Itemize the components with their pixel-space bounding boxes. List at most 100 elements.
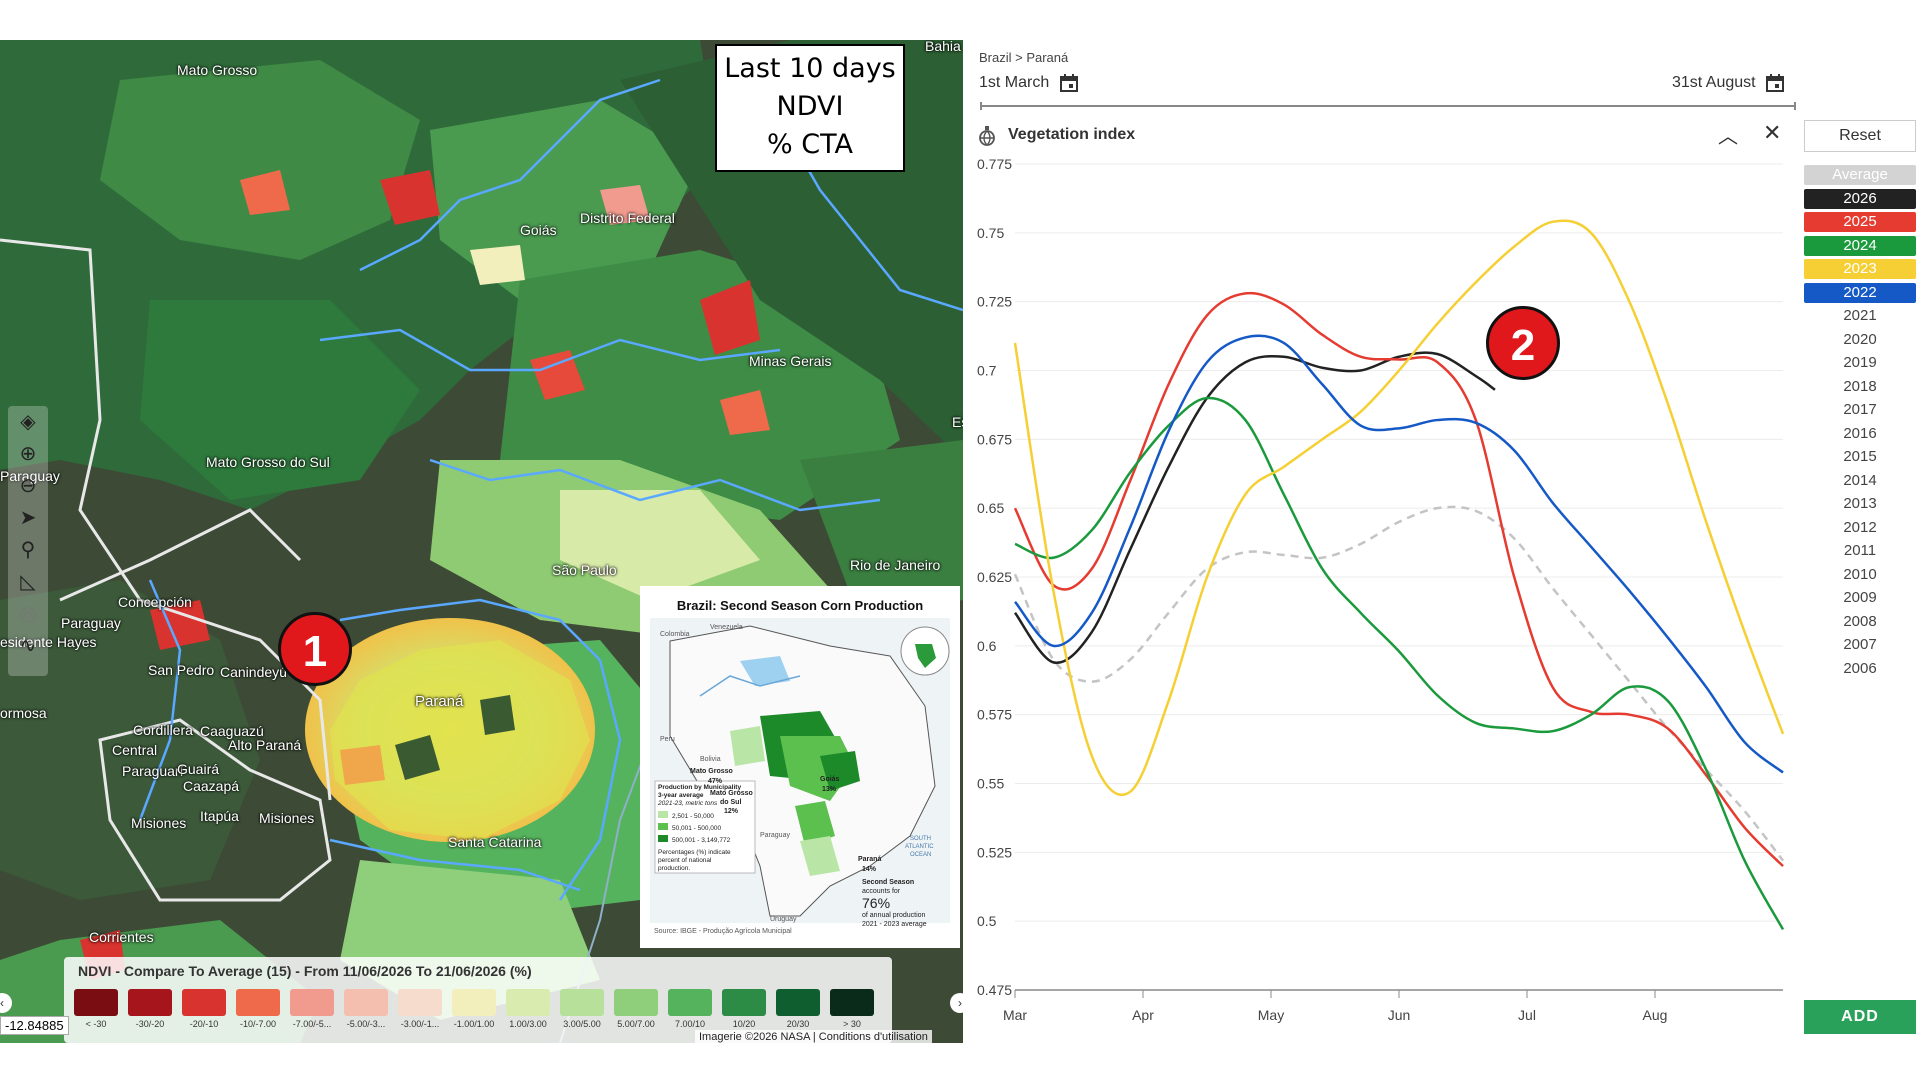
legend-swatch[interactable]: [128, 989, 172, 1016]
vegetation-chart[interactable]: 0.775 0.75 0.725 0.7 0.675 0.65 0.625 0.6 0.575 0…: [963, 140, 1793, 1040]
legend-swatch[interactable]: [668, 989, 712, 1016]
search-icon[interactable]: ⚲: [20, 539, 36, 561]
x-tick-label: Aug: [1643, 1007, 1668, 1023]
legend-swatch-label: 3.00/5.00: [563, 1019, 601, 1029]
inset-label-bolivia: Bolivia: [700, 756, 721, 763]
slider-end-handle[interactable]: [1794, 102, 1796, 110]
map-label-bahia: Bahia: [925, 40, 961, 54]
legend-swatch[interactable]: [560, 989, 604, 1016]
year-toggle[interactable]: 2019: [1843, 354, 1877, 371]
legend-swatch[interactable]: [74, 989, 118, 1016]
year-toggle[interactable]: 2023: [1804, 259, 1916, 279]
legend-swatch[interactable]: [182, 989, 226, 1016]
map-label-alto-parana: Alto Paraná: [228, 737, 302, 753]
locate-icon[interactable]: ◎: [19, 603, 37, 625]
year-toggle[interactable]: 2021: [1843, 307, 1877, 324]
inset-label-ocean: OCEAN: [910, 852, 932, 858]
inset-label-do-sul: do Sul: [720, 799, 742, 806]
coordinate-readout: -12.84885: [0, 1016, 69, 1035]
y-tick-label: 0.55: [977, 776, 1004, 792]
year-toggle[interactable]: 2025: [1804, 212, 1916, 232]
legend-swatch[interactable]: [398, 989, 442, 1016]
y-tick-label: 0.675: [977, 431, 1012, 447]
legend-swatch[interactable]: [830, 989, 874, 1016]
map-panel[interactable]: Last 10 days NDVI % CTA Mato Grosso Bahi…: [0, 40, 963, 1043]
map-label-goias: Goiás: [520, 222, 557, 238]
reset-button[interactable]: Reset: [1804, 120, 1916, 152]
inset-label-parana: Paraná: [858, 856, 882, 863]
year-toggle[interactable]: 2016: [1843, 424, 1877, 442]
add-button[interactable]: ADD: [1804, 1000, 1916, 1034]
start-date-field[interactable]: 1st March: [979, 74, 1078, 92]
breadcrumb[interactable]: Brazil > Paraná: [979, 50, 1069, 65]
year-toggle[interactable]: 2018: [1843, 377, 1877, 395]
navigate-icon[interactable]: ➤: [19, 507, 37, 529]
y-tick-label: 0.6: [977, 638, 997, 654]
zoom-out-icon[interactable]: ⊖: [19, 475, 37, 497]
year-toggle[interactable]: 2017: [1843, 401, 1877, 418]
inset-label-uruguay: Uruguay: [770, 916, 797, 923]
map-label-corrientes: Corrientes: [89, 929, 154, 945]
inset-label-venezuela: Venezuela: [710, 624, 743, 631]
legend-swatch[interactable]: [452, 989, 496, 1016]
series-line-2025: [1013, 291, 1784, 867]
year-toggle[interactable]: 2006: [1843, 659, 1877, 677]
map-label-itapua: Itapúa: [200, 808, 239, 824]
year-toggle[interactable]: Average: [1804, 165, 1916, 185]
map-label-presidente-hayes: esidente Hayes: [0, 634, 97, 650]
info-line-3: % CTA: [767, 129, 853, 160]
year-toggle[interactable]: 2022: [1804, 282, 1916, 303]
year-toggle[interactable]: 2020: [1843, 330, 1877, 348]
year-toggle[interactable]: 2015: [1843, 448, 1877, 465]
draw-icon[interactable]: ∿: [19, 635, 37, 657]
slider-start-handle[interactable]: [980, 102, 982, 110]
legend-swatch[interactable]: [614, 989, 658, 1016]
calendar-icon[interactable]: [1766, 74, 1785, 92]
year-toggle[interactable]: 2008: [1843, 612, 1877, 630]
map-label-caaguazu: Caaguazú: [200, 723, 264, 739]
year-toggle[interactable]: 2007: [1843, 636, 1877, 653]
collapse-chevron-icon[interactable]: ︿: [1718, 126, 1738, 148]
map-label-concepcion: Concepción: [118, 594, 192, 610]
year-toggle[interactable]: 2013: [1843, 495, 1877, 512]
legend-swatch[interactable]: [344, 989, 388, 1016]
slider-track: [980, 105, 1796, 107]
globe-icon: [979, 126, 995, 146]
legend-swatch-label: -3.00/-1...: [400, 1019, 440, 1029]
year-toggle[interactable]: 2024: [1804, 235, 1916, 256]
y-tick-label: 0.575: [977, 707, 1012, 723]
ndvi-legend: NDVI - Compare To Average (15) - From 11…: [64, 957, 892, 1043]
map-label-espirito-santo: Es: [952, 414, 963, 430]
badge-1: 1: [278, 612, 352, 686]
layers-icon[interactable]: ◈: [20, 411, 36, 433]
legend-swatch[interactable]: [776, 989, 820, 1016]
legend-swatch-label: -7.00/-5...: [292, 1019, 332, 1029]
year-toggle[interactable]: 2010: [1843, 565, 1877, 583]
legend-swatch-label: > 30: [843, 1019, 861, 1029]
map-label-formosa: ormosa: [0, 705, 47, 721]
end-date-field[interactable]: 31st August: [1672, 74, 1785, 92]
close-icon[interactable]: ✕: [1763, 120, 1782, 145]
year-toggle[interactable]: 2026: [1804, 188, 1916, 209]
legend-swatch[interactable]: [722, 989, 766, 1016]
legend-swatch[interactable]: [236, 989, 280, 1016]
legend-swatch[interactable]: [506, 989, 550, 1016]
map-attribution[interactable]: Imagerie ©2026 NASA | Conditions d'utili…: [695, 1030, 932, 1043]
year-toggle[interactable]: 2014: [1843, 471, 1877, 489]
legend-swatch[interactable]: [290, 989, 334, 1016]
series-line-2026: [1013, 351, 1496, 664]
inset-label-atlantic: ATLANTIC: [905, 844, 934, 850]
date-range-slider[interactable]: [980, 102, 1796, 110]
measure-icon[interactable]: ◺: [20, 571, 36, 593]
inset-second-season-accounts: accounts for: [862, 888, 901, 895]
inset-title: Brazil: Second Season Corn Production: [676, 598, 924, 613]
map-left-arrow-icon[interactable]: ‹: [0, 993, 12, 1013]
zoom-in-icon[interactable]: ⊕: [19, 443, 37, 465]
year-toggle[interactable]: 2009: [1843, 589, 1877, 606]
map-right-arrow-icon[interactable]: ›: [950, 993, 963, 1013]
year-toggle[interactable]: 2011: [1843, 542, 1877, 559]
inset-legend-note-1: Percentages (%) indicate: [658, 849, 731, 856]
year-toggle[interactable]: 2012: [1843, 518, 1877, 536]
inset-label-goias-pct: 13%: [822, 786, 837, 793]
calendar-icon[interactable]: [1059, 74, 1078, 92]
